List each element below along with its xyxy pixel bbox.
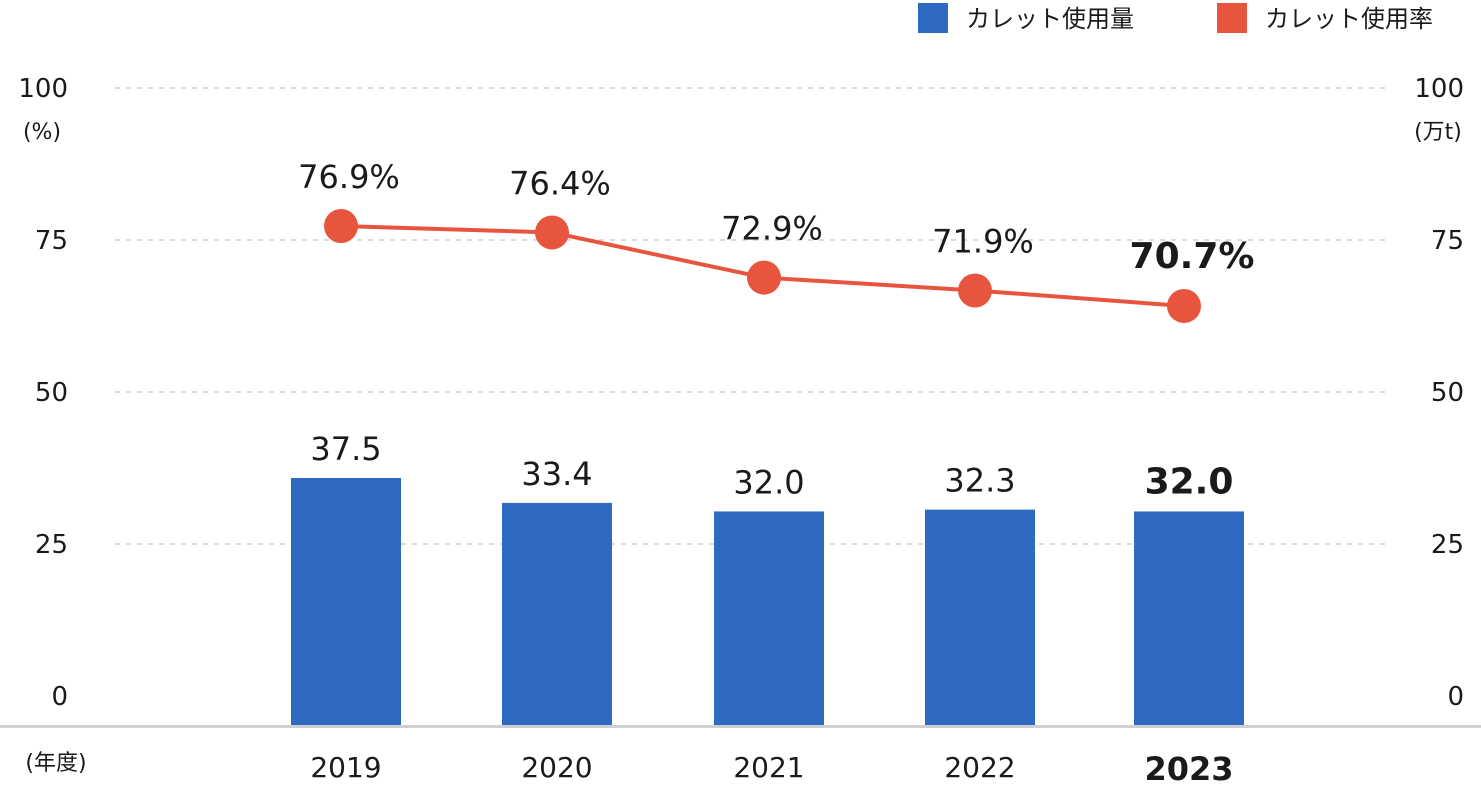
rate-point <box>535 215 569 250</box>
rate-point <box>1167 288 1201 323</box>
right-tick-label: 100 <box>1414 74 1464 104</box>
x-tick-label: 2020 <box>521 751 592 784</box>
bar-value-label: 32.3 <box>944 462 1015 500</box>
left-tick-label: 50 <box>35 378 68 408</box>
rate-value-label: 72.9% <box>721 210 823 248</box>
bar-value-label: 37.5 <box>310 430 381 468</box>
rate-value-label: 76.9% <box>298 158 400 196</box>
bars <box>291 478 1244 726</box>
right-tick-label: 75 <box>1431 226 1464 256</box>
x-tick-label: 2021 <box>733 751 804 784</box>
x-axis-unit: (年度) <box>25 751 86 776</box>
bar <box>502 502 612 726</box>
bar <box>714 511 824 726</box>
rate-value-label: 71.9% <box>932 223 1034 261</box>
left-tick-label: 100 <box>18 74 68 104</box>
data-labels: 37.5 33.4 32.0 32.3 32.0 76.9% 76.4% 72.9% 71.9%… <box>298 158 1254 502</box>
left-tick-label: 75 <box>35 226 68 256</box>
rate-point <box>958 273 992 308</box>
x-tick-label: 2022 <box>944 751 1015 784</box>
bar <box>1134 511 1244 726</box>
rate-point <box>324 209 358 243</box>
rate-value-label: 76.4% <box>509 164 611 202</box>
left-tick-label: 25 <box>35 530 68 560</box>
rate-line <box>324 209 1201 323</box>
legend-label: カレット使用量 <box>966 5 1134 33</box>
legend-swatch <box>918 3 948 33</box>
rate-value-label: 70.7% <box>1130 236 1255 277</box>
bar-value-label: 32.0 <box>733 463 804 501</box>
left-tick-label: 0 <box>51 682 68 712</box>
left-axis-unit: (%) <box>23 120 61 145</box>
right-tick-label: 0 <box>1447 682 1464 712</box>
right-tick-label: 50 <box>1431 378 1464 408</box>
legend-swatch <box>1217 3 1247 33</box>
right-axis-unit: (万t) <box>1414 120 1462 145</box>
x-tick-label: 2023 <box>1144 750 1233 788</box>
axes: 0 25 50 75 100 (%) 0 25 50 75 100 (万t) (年度) 2019 2020 2… <box>0 74 1481 788</box>
legend-label: カレット使用率 <box>1265 5 1433 33</box>
bar-value-label: 32.0 <box>1145 461 1234 502</box>
x-tick-label: 2019 <box>310 751 381 784</box>
bar <box>925 509 1035 726</box>
right-tick-label: 25 <box>1431 530 1464 560</box>
x-axis-baseline <box>0 725 1481 728</box>
bar-value-label: 33.4 <box>521 455 592 493</box>
legend: カレット使用量 カレット使用率 <box>918 3 1433 33</box>
bar <box>291 478 401 726</box>
rate-point <box>747 260 781 295</box>
